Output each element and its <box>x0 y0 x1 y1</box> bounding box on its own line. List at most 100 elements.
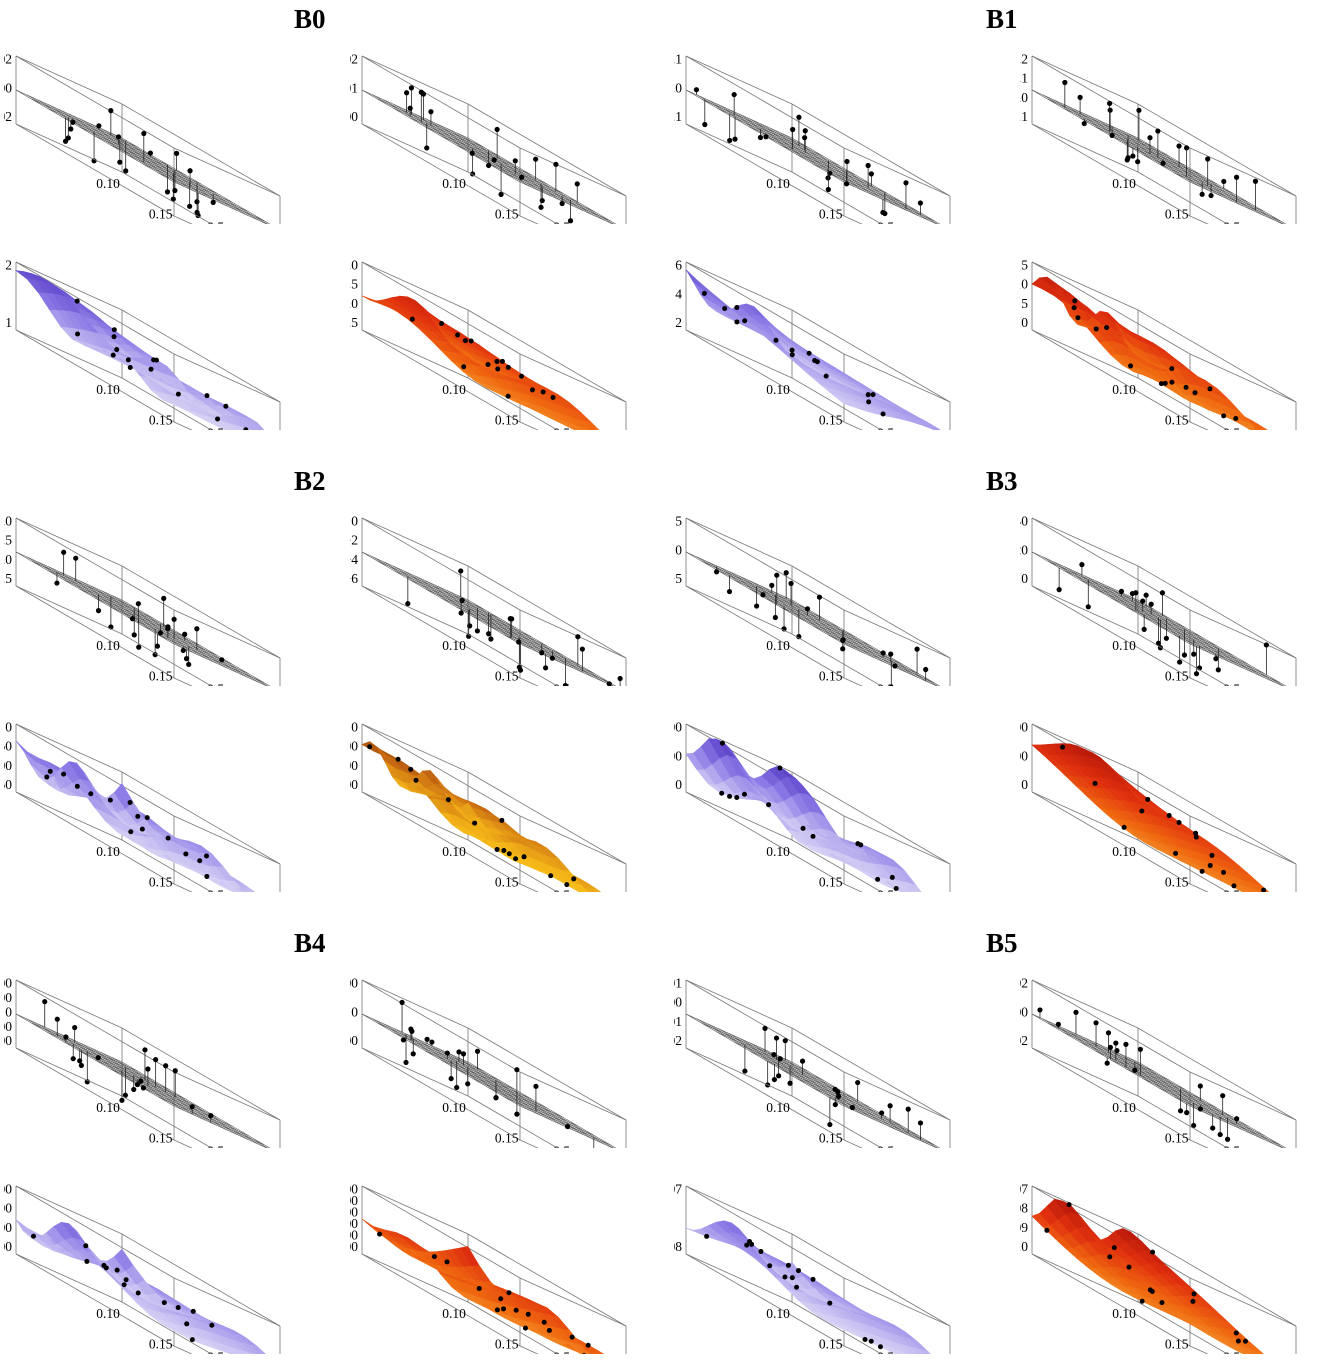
residual-point <box>467 623 473 629</box>
x-tick-label: 0.15 <box>819 1131 843 1146</box>
residual-point <box>1129 590 1136 597</box>
data-point <box>823 373 829 379</box>
z-tick-label: 200 <box>350 975 358 990</box>
data-point <box>184 1321 190 1327</box>
y-tick-label: 0.5 <box>877 888 894 892</box>
x-tick-label: 0.15 <box>819 413 843 428</box>
residual-point <box>117 159 123 165</box>
box-edge <box>1189 1277 1297 1327</box>
grid-line <box>828 172 935 222</box>
data-point <box>209 1322 215 1328</box>
data-point <box>1193 834 1199 840</box>
grid-line <box>456 606 563 656</box>
x-tick-label: 0.15 <box>495 413 519 428</box>
box-edge <box>467 1233 627 1327</box>
box-edge <box>1189 1071 1297 1121</box>
box-edge <box>121 103 281 197</box>
box-edge <box>467 377 559 430</box>
data-point <box>161 1300 167 1306</box>
residual-point <box>491 157 497 163</box>
residual-point <box>1224 1136 1231 1142</box>
z-tick-label: 0.0 <box>4 552 12 567</box>
surface-patch <box>1243 421 1258 430</box>
y-tick-label: 0.5 <box>207 1144 224 1148</box>
surface-patch <box>900 1351 909 1354</box>
grid-line <box>58 570 217 664</box>
data-point <box>1139 808 1145 814</box>
grid-line <box>504 172 611 222</box>
x-tick-label: 0.10 <box>766 176 790 191</box>
surface-patch <box>1254 1349 1264 1354</box>
residual-point <box>1252 178 1259 184</box>
box-edge <box>685 517 793 567</box>
grid-line <box>1189 643 1284 686</box>
box-edge <box>361 55 469 105</box>
data-point <box>128 829 134 835</box>
x-tick-label: 0.10 <box>96 638 120 653</box>
z-tick-label: 0.5 <box>350 315 358 330</box>
box-edge <box>15 1253 175 1347</box>
box-edge <box>685 1185 793 1235</box>
residual-point <box>136 644 142 650</box>
x-tick-label: 0.10 <box>96 844 120 859</box>
residual-point <box>816 594 823 600</box>
data-point <box>741 791 747 797</box>
box-edge <box>685 1185 845 1279</box>
plot-b4-residual-2: 2000−2000.100.150.200.250.50.0−0.5ηcosθ <box>350 968 640 1148</box>
box-edge <box>467 171 559 224</box>
residual-point <box>832 1101 838 1108</box>
z-tick-label: 40 <box>1020 513 1028 528</box>
z-tick-label: 0.002 <box>1020 975 1028 990</box>
data-point <box>719 740 725 746</box>
z-tick-label: −0.08 <box>1020 1201 1028 1216</box>
residual-point <box>403 1059 409 1066</box>
surface-patch <box>1235 1349 1247 1354</box>
box-edge <box>361 1253 521 1347</box>
data-point <box>767 1263 773 1269</box>
plot-svg: 3500300025002000150010000.100.150.200.25… <box>350 1181 627 1354</box>
data-point <box>800 825 806 831</box>
grid-line <box>361 1013 521 1107</box>
box-edge <box>685 55 845 149</box>
box-edge <box>361 1185 521 1279</box>
residual-point <box>543 665 549 671</box>
x-tick-label: 0.10 <box>1112 176 1136 191</box>
grid-line <box>47 566 206 659</box>
plot-svg: 1.00.50.0−0.50.100.150.200.250.50.0−0.5η… <box>4 513 281 686</box>
data-point <box>766 802 772 808</box>
box-edge <box>1189 815 1297 865</box>
box-edge <box>1137 377 1229 430</box>
residual-point <box>1163 635 1169 641</box>
residual-point <box>763 134 769 140</box>
data-point <box>1169 366 1175 372</box>
z-tick-label: 0 <box>5 719 12 734</box>
data-point <box>1139 1298 1145 1304</box>
grid-line <box>404 570 563 664</box>
residual-point <box>488 636 494 642</box>
residual-point <box>840 646 846 652</box>
data-point <box>1060 744 1066 750</box>
data-point <box>866 399 872 405</box>
box-edge <box>467 633 559 686</box>
grid-line <box>37 1023 196 1116</box>
residual-point <box>1135 159 1141 165</box>
surface-patch <box>1242 885 1256 892</box>
surface-patch <box>1254 427 1268 430</box>
x-tick-label: 0.15 <box>495 207 519 222</box>
grid-line <box>361 551 521 645</box>
residual-point <box>760 592 766 598</box>
data-point <box>789 352 795 358</box>
box-edge <box>685 329 793 379</box>
surface-patch <box>248 1344 266 1354</box>
residual-point <box>1220 1093 1226 1099</box>
z-tick-label: 4000 <box>1020 719 1028 734</box>
residual-point <box>407 105 413 111</box>
box-edge <box>1137 171 1229 224</box>
residual-point <box>559 200 565 207</box>
data-point <box>734 319 740 325</box>
heading-b5: B5 <box>986 928 1018 958</box>
box-edge <box>685 517 845 611</box>
residual-point <box>119 1097 125 1103</box>
residual-point <box>1125 155 1131 161</box>
data-point <box>1199 868 1205 874</box>
